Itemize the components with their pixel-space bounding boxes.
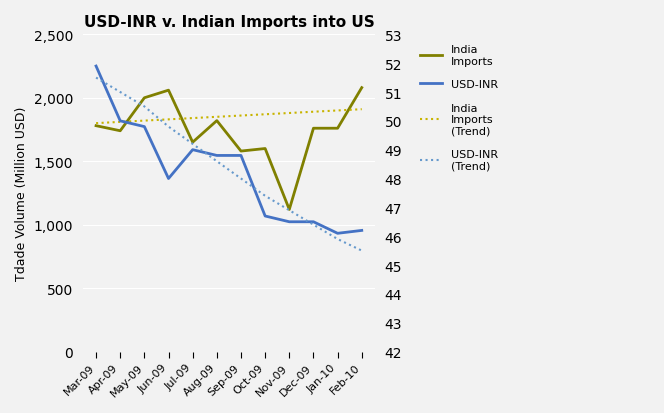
Line: USD-INR
(Trend): USD-INR (Trend): [96, 78, 362, 251]
USD-INR
(Trend): [165, 125, 173, 130]
USD-INR
(Trend): [309, 223, 317, 228]
India
Imports: [213, 119, 221, 124]
USD-INR: [237, 154, 245, 159]
Y-axis label: Tdade Volume (Million USD): Tdade Volume (Million USD): [15, 107, 28, 280]
Line: India
Imports
(Trend): India Imports (Trend): [96, 110, 362, 124]
USD-INR
(Trend): [261, 194, 269, 199]
India
Imports: [92, 124, 100, 129]
USD-INR: [358, 228, 366, 233]
USD-INR: [140, 125, 148, 130]
India
Imports: [165, 88, 173, 93]
USD-INR
(Trend): [286, 208, 293, 213]
India
Imports: [237, 149, 245, 154]
India
Imports
(Trend): [165, 118, 173, 123]
USD-INR
(Trend): [140, 104, 148, 109]
Title: USD-INR v. Indian Imports into US: USD-INR v. Indian Imports into US: [84, 15, 374, 30]
India
Imports: [116, 129, 124, 134]
India
Imports
(Trend): [261, 112, 269, 117]
USD-INR: [309, 220, 317, 225]
India
Imports
(Trend): [286, 111, 293, 116]
USD-INR: [165, 177, 173, 182]
Line: India
Imports: India Imports: [96, 88, 362, 210]
USD-INR: [286, 220, 293, 225]
USD-INR: [92, 64, 100, 69]
USD-INR: [213, 154, 221, 159]
USD-INR: [333, 231, 341, 236]
India
Imports: [189, 140, 197, 145]
USD-INR
(Trend): [333, 237, 341, 242]
USD-INR
(Trend): [116, 90, 124, 95]
India
Imports: [358, 86, 366, 91]
India
Imports
(Trend): [116, 120, 124, 125]
India
Imports: [309, 126, 317, 131]
USD-INR: [189, 148, 197, 153]
Line: USD-INR: USD-INR: [96, 67, 362, 234]
India
Imports
(Trend): [189, 116, 197, 121]
USD-INR: [261, 214, 269, 219]
India
Imports: [261, 147, 269, 152]
India
Imports: [140, 96, 148, 101]
India
Imports
(Trend): [237, 114, 245, 119]
India
Imports
(Trend): [140, 119, 148, 124]
USD-INR: [116, 119, 124, 124]
India
Imports
(Trend): [92, 121, 100, 126]
India
Imports
(Trend): [213, 115, 221, 120]
USD-INR
(Trend): [358, 249, 366, 254]
USD-INR
(Trend): [213, 159, 221, 164]
India
Imports: [286, 207, 293, 212]
India
Imports
(Trend): [333, 109, 341, 114]
USD-INR
(Trend): [92, 76, 100, 81]
USD-INR
(Trend): [189, 142, 197, 147]
USD-INR
(Trend): [237, 177, 245, 182]
India
Imports: [333, 126, 341, 131]
India
Imports
(Trend): [309, 110, 317, 115]
India
Imports
(Trend): [358, 107, 366, 112]
Legend: India
Imports, USD-INR, India
Imports
(Trend), USD-INR
(Trend): India Imports, USD-INR, India Imports (T…: [416, 41, 503, 176]
